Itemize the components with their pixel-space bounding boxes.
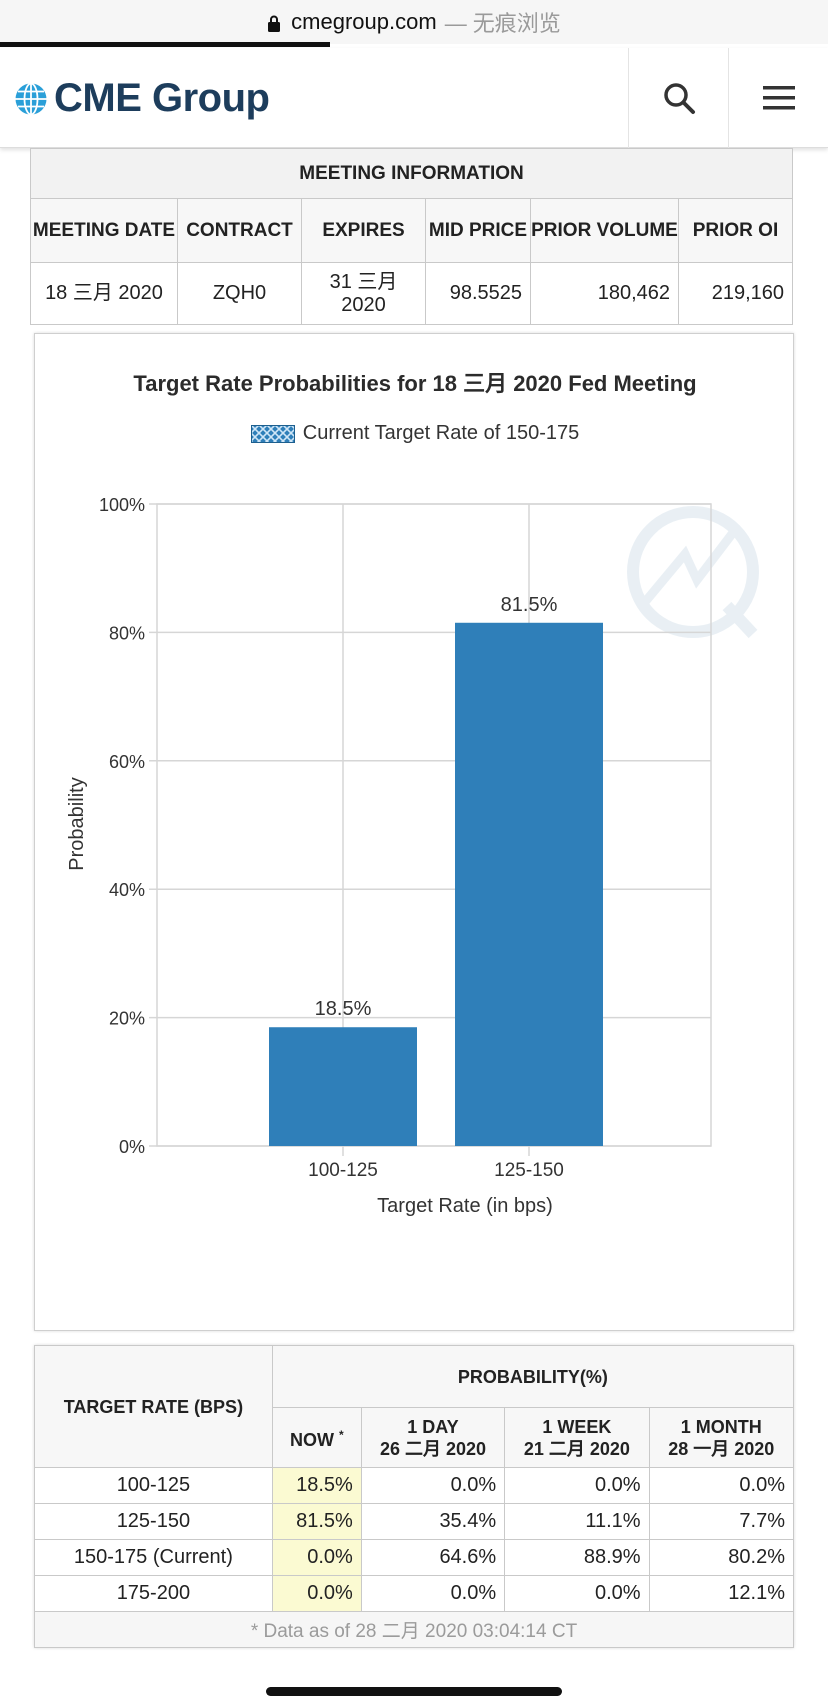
expires-value: 31 三月 2020 <box>301 262 426 325</box>
x-tick-label: 125-150 <box>494 1160 564 1181</box>
now-cell: 0.0% <box>271 1539 362 1576</box>
site-header: CME Group <box>0 48 828 148</box>
col-1-day: 1 DAY 26 二月 2020 <box>360 1407 506 1468</box>
col-1-month-label: 1 MONTH <box>680 1416 762 1437</box>
month-cell: 0.0% <box>648 1467 795 1504</box>
now-cell: 18.5% <box>271 1467 362 1504</box>
data-timestamp-footnote: * Data as of 28 二月 2020 03:04:14 CT <box>34 1611 794 1648</box>
col-1-week-label: 1 WEEK <box>542 1416 612 1437</box>
col-mid-price: MID PRICE <box>425 198 531 263</box>
bar-value-label: 81.5% <box>501 594 558 616</box>
meeting-date-value: 18 三月 2020 <box>30 262 178 325</box>
now-cell: 81.5% <box>271 1503 362 1540</box>
col-probability-group: PROBABILITY(%) <box>271 1345 795 1408</box>
week-cell: 88.9% <box>504 1539 650 1576</box>
table-row: 150-175 (Current) 0.0% 64.6% 88.9% 80.2% <box>34 1539 795 1576</box>
probability-table: TARGET RATE (BPS) PROBABILITY(%) NOW * 1… <box>34 1345 795 1648</box>
month-cell: 80.2% <box>648 1539 795 1576</box>
week-cell: 11.1% <box>504 1503 650 1540</box>
contract-value: ZQH0 <box>177 262 302 325</box>
meeting-info-title: MEETING INFORMATION <box>30 148 793 199</box>
col-now-label: NOW <box>289 1430 334 1450</box>
search-icon <box>663 83 695 114</box>
y-tick-label: 40% <box>109 880 145 900</box>
bar-125-150[interactable] <box>455 622 603 1146</box>
table-row: 125-150 81.5% 35.4% 11.1% 7.7% <box>34 1503 795 1540</box>
col-contract: CONTRACT <box>177 198 302 263</box>
now-cell: 0.0% <box>271 1575 362 1612</box>
day-cell: 0.0% <box>360 1575 506 1612</box>
week-cell: 0.0% <box>504 1467 650 1504</box>
col-now-footnote-mark: * <box>338 1428 344 1442</box>
rate-cell: 150-175 (Current) <box>34 1539 273 1576</box>
col-meeting-date: MEETING DATE <box>30 198 178 263</box>
plot-area <box>156 503 712 1147</box>
col-target-rate: TARGET RATE (BPS) <box>34 1345 273 1468</box>
table-row: 175-200 0.0% 0.0% 0.0% 12.1% <box>34 1575 795 1612</box>
col-1-day-label: 1 DAY <box>407 1416 459 1437</box>
month-cell: 12.1% <box>648 1575 795 1612</box>
rate-cell: 125-150 <box>34 1503 273 1540</box>
x-tick-label: 100-125 <box>308 1160 378 1181</box>
watermark-logo-icon <box>627 506 759 639</box>
col-1-month: 1 MONTH 28 一月 2020 <box>648 1407 795 1468</box>
y-tick-label: 100% <box>99 495 145 515</box>
col-1-week-date: 21 二月 2020 <box>523 1438 630 1459</box>
menu-button[interactable] <box>728 48 828 148</box>
chart-panel: Target Rate Probabilities for 18 三月 2020… <box>34 333 794 1331</box>
y-axis-label: Probability <box>66 777 88 870</box>
home-indicator[interactable] <box>266 1687 562 1696</box>
lock-icon <box>268 15 281 32</box>
day-cell: 0.0% <box>360 1467 506 1504</box>
browser-url-bar[interactable]: cmegroup.com — 无痕浏览 <box>0 0 828 44</box>
day-cell: 35.4% <box>360 1503 506 1540</box>
week-cell: 0.0% <box>504 1575 650 1612</box>
meeting-info-table: MEETING INFORMATION MEETING DATE CONTRAC… <box>30 148 793 325</box>
month-cell: 7.7% <box>648 1503 795 1540</box>
y-tick-label: 20% <box>109 1009 145 1029</box>
chart-title: Target Rate Probabilities for 18 三月 2020… <box>133 371 697 396</box>
globe-icon <box>15 82 47 115</box>
col-prior-oi: PRIOR OI <box>678 198 793 263</box>
search-button[interactable] <box>628 48 728 148</box>
cme-logo[interactable]: CME Group <box>14 76 270 121</box>
col-now: NOW * <box>271 1407 362 1468</box>
rate-cell: 175-200 <box>34 1575 273 1612</box>
y-tick-label: 0% <box>119 1137 145 1157</box>
rate-cell: 100-125 <box>34 1467 273 1504</box>
legend-label: Current Target Rate of 150-175 <box>302 422 580 444</box>
y-tick-label: 60% <box>109 752 145 772</box>
bar-value-label: 18.5% <box>315 998 372 1020</box>
bar-100-125[interactable] <box>269 1027 417 1146</box>
col-1-week: 1 WEEK 21 二月 2020 <box>504 1407 650 1468</box>
chart-legend[interactable]: Current Target Rate of 150-175 <box>35 422 795 445</box>
y-tick-label: 80% <box>109 623 145 643</box>
page-load-progress <box>0 42 330 47</box>
col-prior-volume: PRIOR VOLUME <box>530 198 679 263</box>
x-axis-label: Target Rate (in bps) <box>377 1195 553 1217</box>
main-content: MEETING INFORMATION MEETING DATE CONTRAC… <box>30 148 798 1648</box>
logo-text: CME Group <box>54 76 270 120</box>
prior-oi-value: 219,160 <box>678 262 793 325</box>
col-expires: EXPIRES <box>301 198 426 263</box>
day-cell: 64.6% <box>360 1539 506 1576</box>
private-mode-label: — 无痕浏览 <box>444 11 561 36</box>
col-1-month-date: 28 一月 2020 <box>668 1438 775 1459</box>
col-1-day-date: 26 二月 2020 <box>379 1438 487 1459</box>
table-row: 100-125 18.5% 0.0% 0.0% 0.0% <box>34 1467 795 1504</box>
legend-swatch-pattern-icon <box>250 424 295 443</box>
url-domain: cmegroup.com <box>291 9 437 34</box>
hamburger-icon <box>762 86 795 110</box>
bar-chart: 0% 20% 40% 60% 80% 100% 18.5% 100-125 81.5% 125-1… <box>66 495 759 1217</box>
mid-price-value: 98.5525 <box>425 262 531 325</box>
prior-volume-value: 180,462 <box>530 262 679 325</box>
